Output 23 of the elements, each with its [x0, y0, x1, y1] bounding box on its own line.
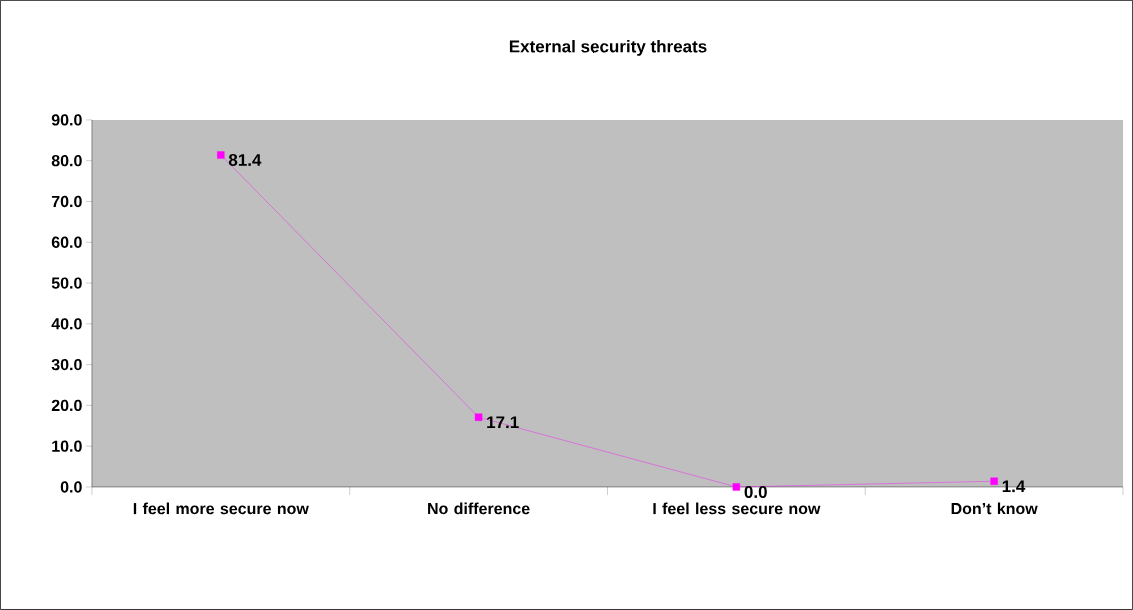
y-tick-label: 20.0 — [51, 399, 82, 412]
x-tick-label: No difference — [428, 502, 530, 515]
data-label: 17.1 — [487, 416, 519, 429]
x-tick-label: I feel less secure now — [653, 502, 821, 515]
data-label: 0.0 — [744, 486, 767, 499]
point — [474, 413, 483, 421]
y-tick-label: 40.0 — [51, 318, 82, 330]
y-tick-label: 10.0 — [52, 440, 82, 452]
y-tick-label: 80.0 — [51, 155, 82, 167]
y-tick-label: 60.0 — [51, 236, 82, 248]
y-tick-label: 90.0 — [51, 114, 82, 126]
x-tick-label: Don’t know — [951, 502, 1038, 515]
y-tick-label: 50.0 — [51, 277, 82, 289]
x-tick-label: I feel more secure now — [133, 502, 309, 515]
point — [217, 151, 225, 159]
point — [732, 483, 741, 491]
y-tick-label: 0.0 — [60, 481, 82, 493]
point — [990, 477, 998, 486]
y-tick-label: 30.0 — [51, 358, 82, 371]
chart-title: External security threats — [509, 40, 707, 56]
y-tick-label: 70.0 — [51, 195, 82, 208]
data-label: 81.4 — [228, 154, 262, 167]
data-label: 1.4 — [1002, 480, 1026, 493]
